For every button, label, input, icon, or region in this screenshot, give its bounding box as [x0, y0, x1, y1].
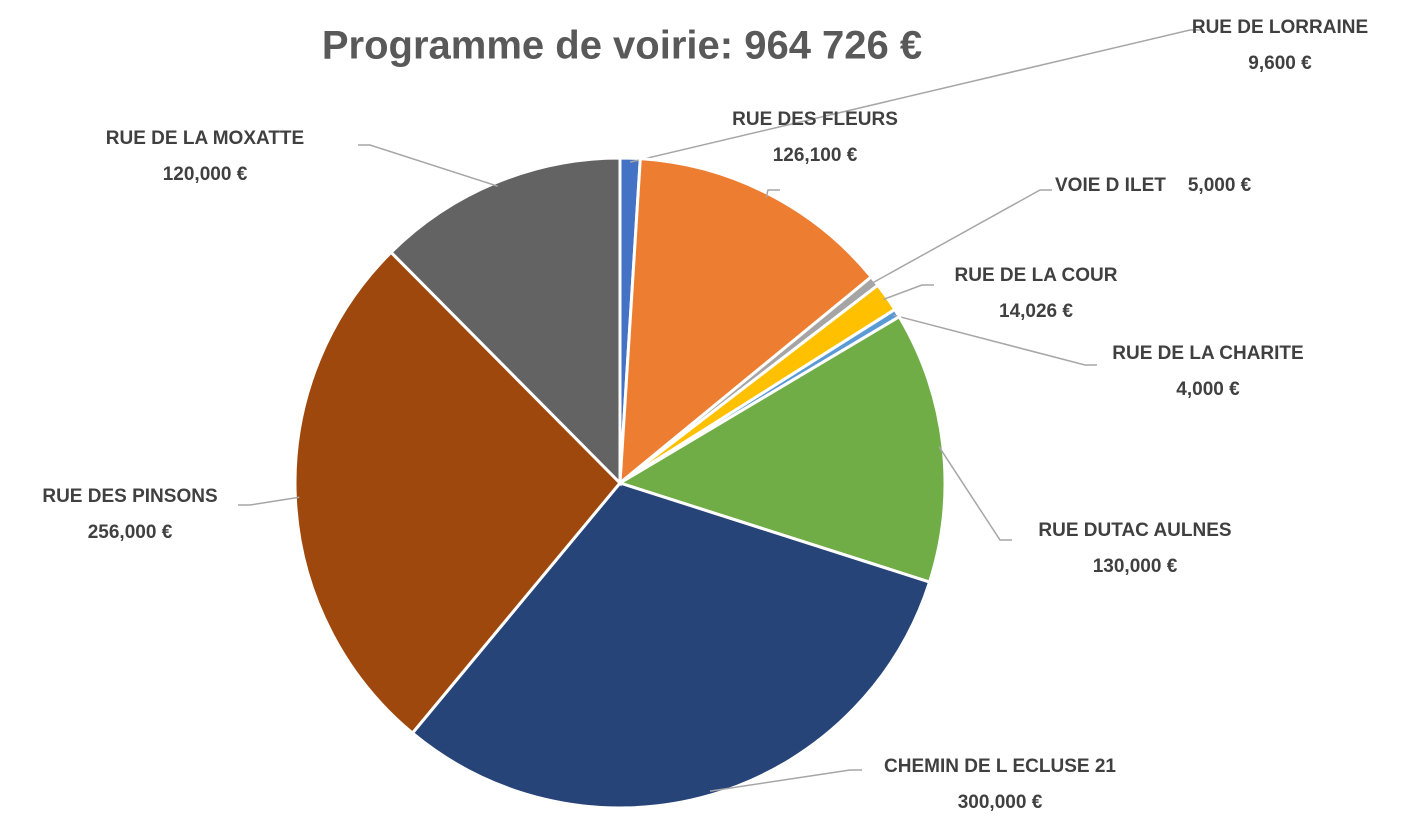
leader-line — [629, 29, 1202, 163]
data-label: RUE DES PINSONS 256,000 € — [42, 486, 217, 543]
data-label: RUE DE LORRAINE 9,600 € — [1192, 17, 1368, 74]
value-label: 9,600 € — [1248, 53, 1312, 74]
value-label: 300,000 € — [958, 792, 1043, 813]
category-label: RUE DUTAC AULNES — [1038, 520, 1231, 541]
value-label: 130,000 € — [1093, 556, 1178, 577]
leader-line — [358, 144, 498, 187]
value-label: 4,000 € — [1176, 379, 1240, 400]
leader-line — [938, 446, 1012, 541]
pie-slice — [616, 314, 947, 584]
value-label: 126,100 € — [773, 145, 858, 166]
data-label: RUE DE LA COUR 14,026 € — [955, 265, 1118, 322]
category-label: CHEMIN DE L ECLUSE 21 — [884, 756, 1116, 777]
leader-line — [893, 314, 1097, 366]
category-label: VOIE D ILET — [1055, 175, 1166, 196]
data-label: RUE DE LA MOXATTE 120,000 € — [106, 128, 304, 185]
pie-slice — [410, 481, 932, 810]
pie-slice — [618, 157, 874, 487]
leader-line — [238, 496, 300, 506]
data-label: RUE DE LA CHARITE 4,000 € — [1112, 343, 1303, 400]
value-label: 120,000 € — [163, 164, 248, 185]
category-label: RUE DE LA MOXATTE — [106, 128, 304, 149]
category-label: RUE DE LORRAINE — [1192, 17, 1368, 38]
category-label: RUE DES PINSONS — [42, 486, 217, 507]
data-label: VOIE D ILET 5,000 € — [1055, 175, 1252, 196]
data-label: RUE DES FLEURS 126,100 € — [732, 109, 898, 166]
value-label: 5,000 € — [1188, 175, 1252, 196]
data-label: CHEMIN DE L ECLUSE 21 300,000 € — [884, 756, 1116, 813]
pie-slice — [388, 156, 622, 487]
leader-line — [871, 189, 1052, 285]
leader-line — [883, 284, 934, 301]
value-label: 14,026 € — [999, 301, 1073, 322]
leader-line — [765, 189, 780, 198]
category-label: RUE DE LA COUR — [955, 265, 1118, 286]
category-label: RUE DES FLEURS — [732, 109, 898, 130]
value-label: 256,000 € — [88, 522, 173, 543]
category-label: RUE DE LA CHARITE — [1112, 343, 1303, 364]
leader-line — [709, 769, 862, 792]
chart-title: Programme de voirie: 964 726 € — [322, 24, 922, 68]
data-label: RUE DUTAC AULNES 130,000 € — [1038, 520, 1231, 577]
